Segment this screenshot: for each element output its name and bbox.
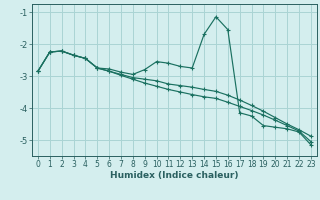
X-axis label: Humidex (Indice chaleur): Humidex (Indice chaleur): [110, 171, 239, 180]
